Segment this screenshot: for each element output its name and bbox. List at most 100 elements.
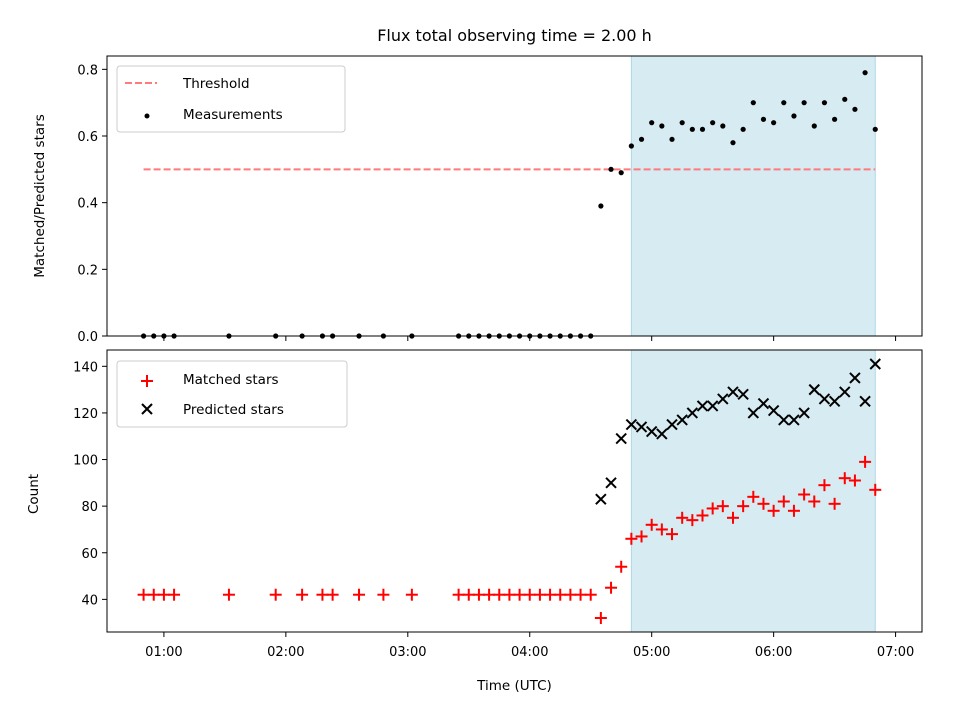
- measurement-point: [628, 143, 634, 149]
- bottom-axes-frame: [106, 349, 923, 633]
- predicted-stars-point: [666, 418, 678, 431]
- matched-stars-point: [147, 588, 160, 601]
- cross-b: [605, 477, 617, 489]
- bottom-legend-box: [116, 360, 348, 428]
- matched-stars-point: [269, 588, 282, 601]
- legend-measurements-swatch: [144, 113, 150, 119]
- matched-stars-point: [696, 509, 709, 522]
- cross-b: [696, 400, 709, 412]
- measurement-point: [720, 123, 726, 129]
- cross-b: [706, 400, 719, 412]
- predicted-stars-point: [676, 414, 688, 426]
- legend-matched-label: Matched stars: [183, 372, 279, 388]
- cross-b: [818, 393, 831, 405]
- cross-b: [798, 407, 810, 419]
- matched-stars-point: [452, 588, 465, 601]
- measurement-point: [760, 116, 767, 122]
- bottom-panel: 40 60 80 100 120 140 01:00 02:00 03:00 04:00 05:0…: [26, 349, 923, 694]
- matched-stars-point: [808, 495, 821, 508]
- measurement-point: [750, 100, 756, 106]
- cross-b: [645, 425, 658, 438]
- top-x-ticks: [163, 336, 897, 341]
- y-tick-label: 0.6: [77, 130, 98, 145]
- matched-stars-point: [859, 455, 872, 468]
- x-tick-label: 03:00: [389, 645, 426, 660]
- cross-b: [778, 414, 790, 426]
- cross-b: [808, 383, 820, 396]
- measurement-point: [608, 166, 614, 172]
- matched-stars-point: [757, 497, 770, 510]
- predicted-stars-point: [737, 388, 749, 400]
- top-y-ticks: 0.0 0.2 0.4 0.6 0.8: [77, 63, 107, 345]
- predicted-stars-point: [706, 400, 719, 412]
- matched-stars-point: [716, 500, 729, 513]
- observing-window-fill: [631, 56, 876, 336]
- top-legend-box: [116, 65, 346, 133]
- matched-stars-point: [296, 588, 309, 601]
- measurement-point: [791, 113, 797, 119]
- cross-b: [737, 388, 749, 400]
- predicted-stars-point: [686, 407, 699, 419]
- bottom-x-ticks: 01:00 02:00 03:00 04:00 05:00 06:00 07:00: [145, 632, 914, 660]
- matched-stars-point: [483, 588, 496, 601]
- matched-stars-point: [615, 560, 628, 573]
- x-tick-label: 04:00: [511, 645, 548, 660]
- bottom-y-ticks: 40 60 80 100 120 140: [73, 360, 107, 608]
- matched-stars-point: [645, 518, 658, 531]
- predicted-stars-point: [818, 393, 831, 405]
- matched-stars-point: [655, 523, 668, 536]
- measurement-point: [821, 100, 828, 106]
- matched-stars-point: [544, 588, 557, 601]
- predicted-stars-point: [595, 493, 607, 505]
- cross-b: [757, 397, 770, 410]
- cross-b: [666, 418, 678, 431]
- y-tick-label: 40: [81, 593, 98, 608]
- measurement-point: [801, 100, 807, 106]
- matched-stars-point: [737, 500, 750, 513]
- matched-stars-point: [838, 472, 851, 485]
- x-tick-label: 07:00: [877, 645, 914, 660]
- predicted-stars-point: [605, 477, 617, 489]
- measurement-point: [781, 100, 787, 106]
- cross-b: [788, 414, 800, 426]
- measurement-point: [811, 123, 817, 129]
- predicted-stars-point: [625, 418, 638, 431]
- predicted-stars-point: [778, 414, 790, 426]
- legend-predicted-swatch: [141, 403, 153, 415]
- predicted-stars-point: [788, 414, 800, 426]
- predicted-stars-point: [808, 383, 820, 396]
- y-tick-label: 0.2: [77, 263, 98, 278]
- top-legend: Threshold Measurements: [116, 65, 346, 133]
- matched-stars-point: [869, 483, 882, 496]
- measurement-point: [638, 136, 645, 142]
- predicted-stars-point: [645, 425, 658, 438]
- cross-b: [747, 407, 760, 419]
- measurement-point: [771, 120, 777, 126]
- matched-stars-point: [523, 588, 536, 601]
- matched-stars-point: [353, 588, 366, 601]
- predicted-stars-point: [859, 395, 871, 407]
- predicted-stars-point: [869, 358, 881, 370]
- top-y-axis-label: Matched/Predicted stars: [32, 114, 48, 277]
- cross-b: [615, 432, 627, 445]
- cross-b: [767, 404, 780, 417]
- cross-b: [727, 386, 739, 398]
- cross-b: [686, 407, 699, 419]
- matched-stars-point: [594, 612, 607, 625]
- x-tick-label: 06:00: [755, 645, 792, 660]
- predicted-stars-point: [635, 421, 648, 433]
- cross-b: [625, 418, 638, 431]
- predicted-stars-point: [849, 372, 861, 384]
- x-axis-label: Time (UTC): [476, 678, 552, 694]
- matched-stars-point: [584, 588, 597, 601]
- matched-stars-point: [513, 588, 526, 601]
- matched-stars-point: [222, 588, 235, 601]
- y-tick-label: 0.0: [77, 330, 98, 345]
- measurement-point: [710, 120, 716, 126]
- top-panel: 0.0 0.2 0.4 0.6 0.8 Flux total observing tim…: [32, 26, 923, 345]
- matched-stars-point: [157, 588, 170, 601]
- predicted-stars-point: [656, 428, 668, 440]
- predicted-stars-point: [615, 432, 627, 445]
- cross-b: [828, 395, 841, 407]
- matched-stars-point: [625, 532, 638, 545]
